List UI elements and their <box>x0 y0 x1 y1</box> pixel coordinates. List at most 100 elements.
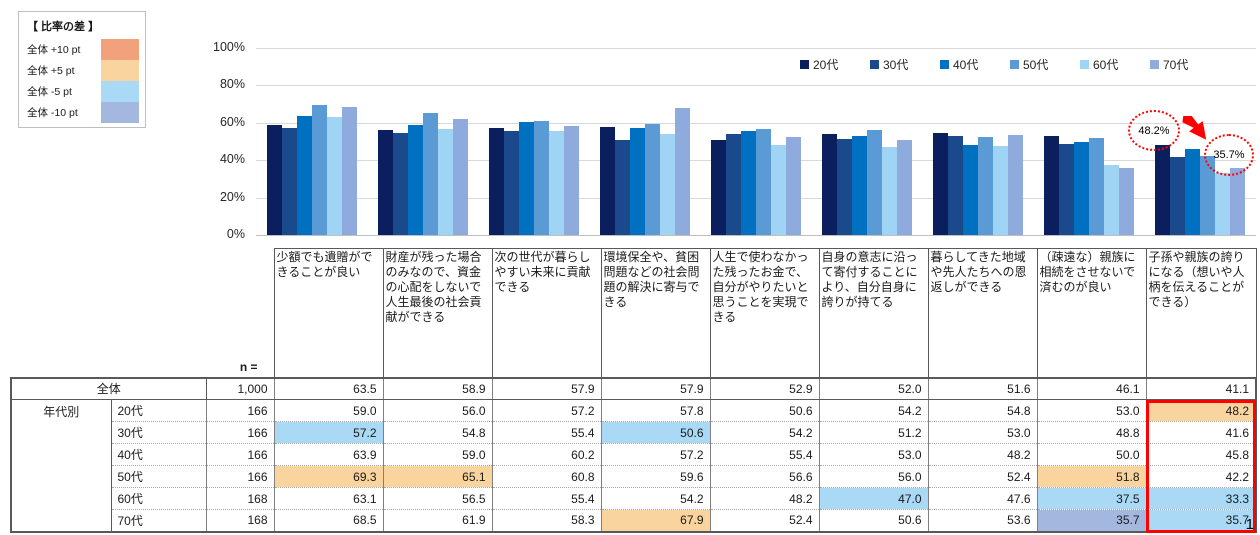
diff-legend: 【 比率の差 】 全体 +10 pt 全体 +5 pt 全体 -5 pt 全体 -10… <box>18 11 146 128</box>
table-cell: 45.8 <box>1145 443 1257 466</box>
bar <box>947 135 963 235</box>
table-cell: 59.0 <box>382 443 492 466</box>
table-cell: 53.6 <box>927 509 1037 533</box>
table-cell: 60.8 <box>491 465 601 488</box>
series-legend-swatch-icon <box>1080 59 1089 69</box>
table-cell: 65.1 <box>382 465 492 488</box>
table-cell: 54.8 <box>927 399 1037 422</box>
bar <box>1073 141 1089 235</box>
bar <box>438 129 454 235</box>
table-cell: 63.1 <box>273 487 383 510</box>
bar <box>1043 135 1059 235</box>
category-header-cell: 暮らしてきた地域や先人たちへの恩返しができる <box>927 248 1038 378</box>
age-row: 60代 168 63.1 56.5 55.4 54.2 48.2 47.0 47.6 37.5 33… <box>11 487 1257 510</box>
age-row-label: 20代 <box>111 399 206 422</box>
table-cell: 53.0 <box>818 443 928 466</box>
bar <box>393 132 409 235</box>
bar <box>821 133 837 235</box>
bar <box>866 130 882 235</box>
bar <box>312 105 328 235</box>
row-group-label: 年代別 <box>10 399 112 533</box>
bar <box>660 133 676 235</box>
bar <box>1214 172 1230 235</box>
age-row-n: 166 <box>205 421 274 444</box>
annotation-circle-high: 48.2% <box>1128 110 1180 151</box>
age-row: 50代 166 69.3 65.1 60.8 59.6 56.6 56.0 52.4 51.8 42… <box>11 465 1257 488</box>
series-legend-label: 60代 <box>1093 57 1119 72</box>
bar <box>1184 149 1200 235</box>
table-cell: 60.2 <box>491 443 601 466</box>
bar <box>711 140 726 235</box>
bar <box>1118 168 1134 235</box>
table-cell: 57.2 <box>600 443 710 466</box>
table-cell: 56.5 <box>382 487 492 510</box>
table-cell: 53.0 <box>1036 399 1146 422</box>
bar <box>549 131 565 235</box>
age-row-label: 40代 <box>111 443 206 466</box>
diff-legend-item: 全体 +10 pt <box>27 39 139 60</box>
table-cell: 52.0 <box>818 376 928 400</box>
table-cell: 50.6 <box>818 509 928 533</box>
bar <box>342 106 358 235</box>
table-cell: 47.6 <box>927 487 1037 510</box>
bar <box>489 128 505 235</box>
table-cell: 51.8 <box>1036 465 1146 488</box>
category-header-cell: 財産が残った場合のみなので、資金の心配をしないで人生最後の社会貢献ができる <box>382 248 493 378</box>
category-header-cell: （疎遠な）親族に相続をさせないで済むのが良い <box>1036 248 1147 378</box>
table-cell: 33.3 <box>1145 487 1257 510</box>
table-cell: 57.9 <box>491 376 601 400</box>
bar <box>297 115 313 235</box>
series-legend-item: 60代 <box>1080 56 1150 72</box>
table-cell: 41.6 <box>1145 421 1257 444</box>
age-row-n: 168 <box>205 509 274 533</box>
header-row: n = 少額でも遺贈ができることが良い 財産が残った場合のみなので、資金の心配をし… <box>11 248 1257 378</box>
gridline <box>256 85 1256 87</box>
age-row-n: 166 <box>205 399 274 422</box>
table-cell: 61.9 <box>382 509 492 533</box>
bar <box>615 140 631 235</box>
table-cell: 46.1 <box>1036 376 1146 400</box>
bar <box>519 122 535 235</box>
bar <box>1154 144 1170 235</box>
series-legend-item: 20代 <box>800 56 870 72</box>
diff-legend-item: 全体 -5 pt <box>27 81 139 102</box>
bar <box>992 145 1008 235</box>
bar <box>675 108 691 235</box>
age-row-label: 50代 <box>111 465 206 488</box>
series-legend-item: 30代 <box>870 56 940 72</box>
table-cell: 48.2 <box>1145 399 1257 422</box>
age-row: 70代 168 68.5 61.9 58.3 67.9 52.4 50.6 53.6 35.7 35… <box>11 509 1257 533</box>
bar <box>726 133 741 235</box>
table-cell: 52.4 <box>709 509 819 533</box>
bar <box>534 121 550 235</box>
bar <box>282 128 298 235</box>
diff-legend-item: 全体 +5 pt <box>27 60 139 81</box>
gridline <box>256 48 1256 49</box>
bar <box>423 113 439 235</box>
table-cell: 55.4 <box>491 487 601 510</box>
table-cell: 67.9 <box>600 509 710 533</box>
series-legend-item: 70代 <box>1150 56 1220 72</box>
y-axis-tick-label: 60% <box>219 114 245 129</box>
table-cell: 59.6 <box>600 465 710 488</box>
table-cell: 56.6 <box>709 465 819 488</box>
table-cell: 56.0 <box>818 465 928 488</box>
table-cell: 53.0 <box>927 421 1037 444</box>
series-legend-label: 40代 <box>953 57 979 72</box>
legend-swatch-icon <box>101 60 139 81</box>
bar <box>836 139 852 235</box>
table-cell: 35.7 <box>1145 509 1257 533</box>
series-legend: 20代 30代 40代 50代 60代 70代 <box>800 56 1256 72</box>
table-cell: 50.0 <box>1036 443 1146 466</box>
category-header-cell: 環境保全や、貧困問題などの社会問題の解決に寄与できる <box>600 248 711 378</box>
category-header-cell: 少額でも遺贈ができることが良い <box>273 248 384 378</box>
y-axis-tick-label: 80% <box>219 77 245 92</box>
table-cell: 52.9 <box>709 376 819 400</box>
bar <box>962 144 978 235</box>
diff-legend-item-label: 全体 +10 pt <box>27 44 81 56</box>
y-axis-tick-label: 0% <box>226 227 245 241</box>
bar <box>453 119 469 235</box>
bar <box>1088 138 1104 235</box>
bar <box>771 144 786 235</box>
total-row-n: 1,000 <box>205 376 274 400</box>
